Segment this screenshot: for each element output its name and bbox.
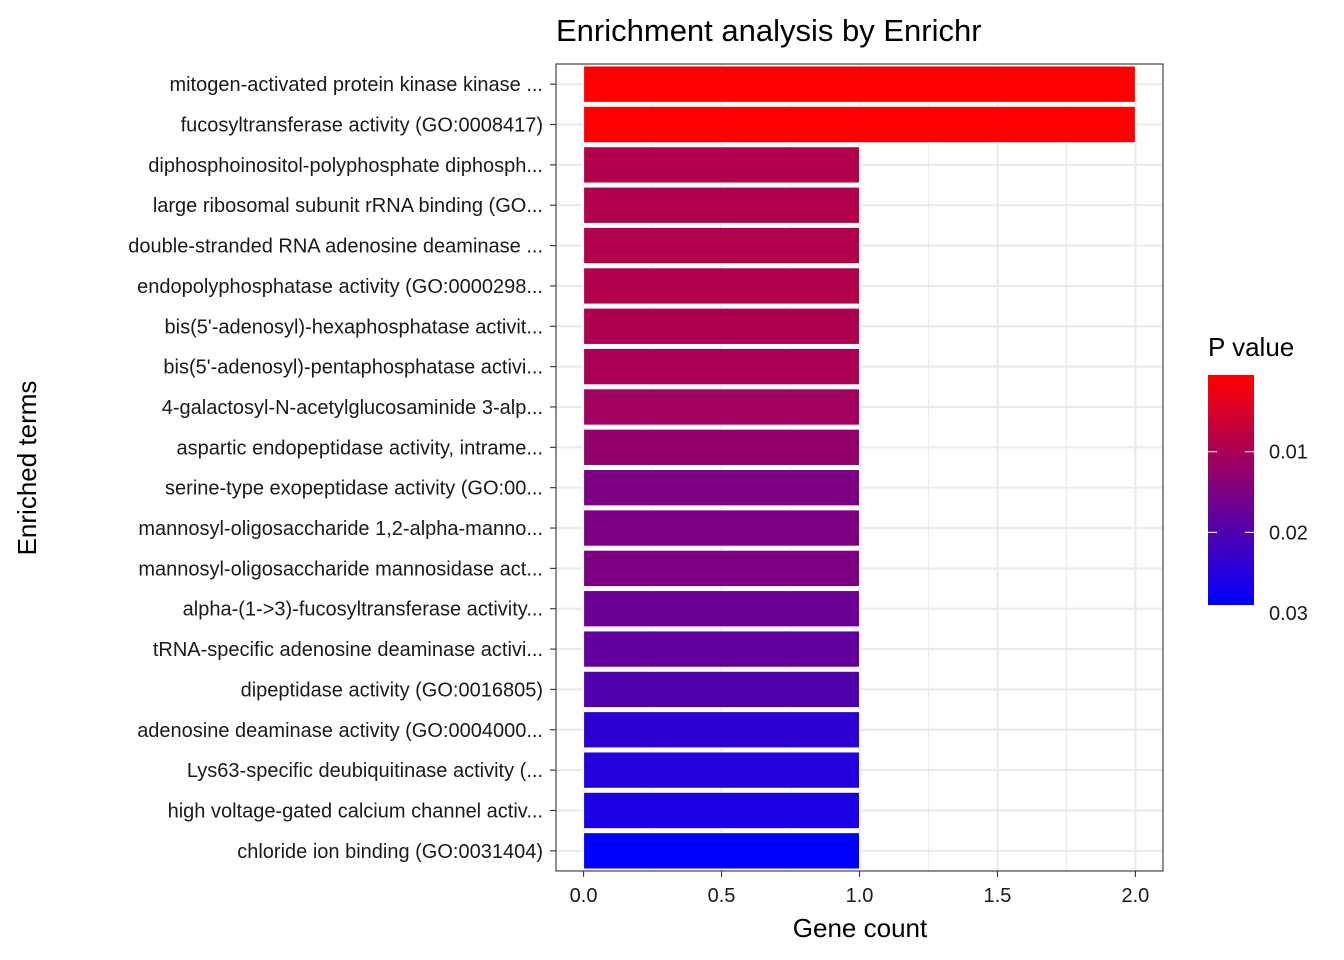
y-tick-label: fucosyltransferase activity (GO:0008417) [181,115,543,137]
y-tick-label: serine-type exopeptidase activity (GO:00… [165,478,543,500]
legend-tick-label: 0.03 [1269,603,1308,625]
x-tick-label: 0.0 [570,885,598,907]
bar [583,549,860,588]
bar [583,186,860,224]
y-axis-ticks: mitogen-activated protein kinase kinase … [128,74,556,863]
plot-panel [555,63,1164,872]
y-tick-label: large ribosomal subunit rRNA binding (GO… [153,195,543,217]
x-axis-title: Gene count [793,913,928,943]
legend-title: P value [1208,332,1294,362]
y-tick-label: dipeptidase activity (GO:0016805) [241,679,543,701]
y-tick-label: bis(5'-adenosyl)-pentaphosphatase activi… [163,357,543,379]
y-tick-label: diphosphoinositol-polyphosphate diphosph… [148,155,543,177]
chart-title: Enrichment analysis by Enrichr [556,13,982,48]
y-tick-label: aspartic endopeptidase activity, intrame… [177,437,543,459]
y-axis-title: Enriched terms [12,381,42,556]
x-tick-label: 0.5 [708,885,736,907]
legend-tick-label: 0.01 [1269,442,1308,464]
bar [583,65,1136,103]
bar [583,105,1136,144]
bar [583,791,860,830]
bar [583,751,860,789]
y-tick-label: endopolyphosphatase activity (GO:0000298… [137,276,543,298]
bar [583,226,860,265]
bar [583,146,860,184]
bar [583,670,860,709]
bar [583,832,860,870]
bar [583,428,860,466]
y-tick-label: bis(5'-adenosyl)-hexaphosphatase activit… [165,316,543,338]
bar [583,347,860,386]
y-tick-label: mitogen-activated protein kinase kinase … [169,74,543,96]
y-tick-label: Lys63-specific deubiquitinase activity (… [187,760,543,782]
bar [583,630,860,668]
y-tick-label: mannosyl-oligosaccharide 1,2-alpha-manno… [138,518,543,540]
y-tick-label: adenosine deaminase activity (GO:0004000… [137,720,543,742]
legend-colorbar [1208,375,1254,605]
bar [583,469,860,507]
bar [583,711,860,749]
legend-tick-label: 0.02 [1269,522,1308,544]
legend-ticks: 0.01 0.02 0.03 [1208,442,1308,625]
x-axis-ticks: 0.0 0.5 1.0 1.5 2.0 [570,871,1150,907]
y-tick-label: mannosyl-oligosaccharide mannosidase act… [138,558,543,580]
bar [583,388,860,426]
y-tick-label: alpha-(1->3)-fucosyltransferase activity… [183,599,543,621]
x-tick-label: 2.0 [1122,885,1150,907]
y-tick-label: chloride ion binding (GO:0031404) [237,841,543,863]
y-tick-label: 4-galactosyl-N-acetylglucosaminide 3-alp… [162,397,543,419]
x-tick-label: 1.5 [984,885,1012,907]
bars [583,65,1136,870]
bar [583,590,860,628]
bar [583,509,860,547]
bar [583,267,860,305]
legend: P value 0.01 0.02 0.03 [1208,332,1308,625]
bar [583,307,860,345]
x-tick-label: 1.0 [846,885,874,907]
y-tick-label: high voltage-gated calcium channel activ… [168,800,543,822]
y-tick-label: double-stranded RNA adenosine deaminase … [128,236,543,258]
y-tick-label: tRNA-specific adenosine deaminase activi… [153,639,543,661]
